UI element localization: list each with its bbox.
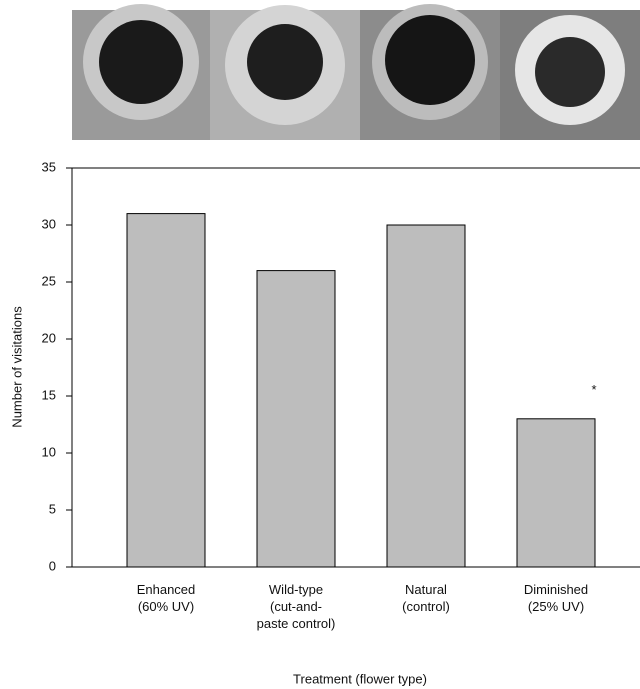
bar (516, 418, 596, 568)
x-axis-title: Treatment (flower type) (293, 671, 427, 686)
x-tick-label: Enhanced (60% UV) (137, 582, 196, 614)
flower-center (535, 37, 605, 107)
y-tick-label: 0 (49, 558, 56, 573)
y-tick-label: 30 (42, 216, 56, 231)
flower-photos (72, 4, 640, 140)
flower-center (385, 15, 475, 105)
y-tick-label: 5 (49, 501, 56, 516)
y-tick-label: 10 (42, 444, 56, 459)
bar (256, 270, 336, 568)
y-tick-label: 35 (42, 159, 56, 174)
bar (126, 213, 206, 568)
x-tick-label: Natural (control) (402, 582, 450, 614)
y-tick-label: 20 (42, 330, 56, 345)
annotation: * (591, 382, 596, 397)
y-axis-title: Number of visitations (9, 306, 24, 428)
flower-center (99, 20, 183, 104)
y-tick-label: 25 (42, 273, 56, 288)
flower-center (247, 24, 323, 100)
y-tick-label: 15 (42, 387, 56, 402)
x-tick-label: Wild-type (cut-and-paste control) (257, 582, 336, 631)
bar (386, 224, 466, 568)
x-tick-label: Diminished (25% UV) (524, 582, 588, 614)
